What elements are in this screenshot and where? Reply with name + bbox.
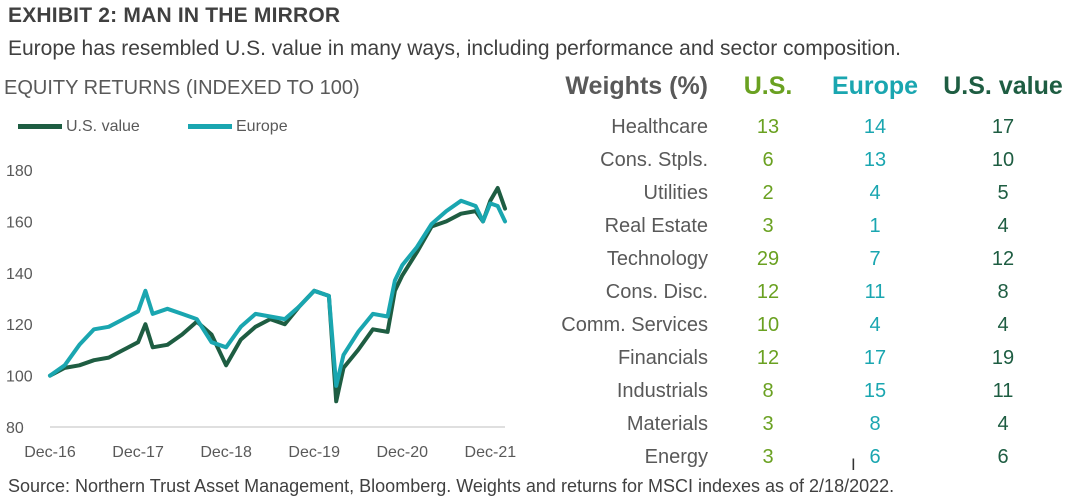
y-tick-label: 140: [6, 266, 33, 283]
us-value-weight: 6: [997, 446, 1009, 468]
line-chart: 80 100 120 140 160 180 Dec-16 Dec-17 Dec-18 Dec-1…: [6, 163, 517, 461]
europe-weight: 14: [863, 116, 887, 138]
sector-name: Cons. Stpls.: [600, 149, 708, 171]
table-row: Comm. Services 10 4 4: [540, 314, 1080, 346]
legend-swatch-europe: [188, 124, 232, 130]
us-value-weight: 12: [991, 248, 1015, 270]
weights-header: Weights (%): [565, 72, 708, 100]
exhibit-title: EXHIBIT 2: MAN IN THE MIRROR: [8, 4, 341, 27]
table-row: Cons. Disc. 12 11 8: [540, 281, 1080, 313]
europe-weight: 8: [869, 413, 881, 435]
sector-name: Industrials: [616, 380, 708, 402]
us-weight: 6: [762, 149, 774, 171]
y-tick-label: 180: [6, 163, 33, 180]
x-tick-label: Dec-17: [112, 444, 164, 461]
legend-swatch-us-value: [18, 124, 62, 130]
column-header-us: U.S.: [743, 72, 793, 100]
europe-weight: 6: [869, 446, 881, 468]
legend-item-us-value: U.S. value: [18, 118, 140, 136]
europe-weight: 7: [869, 248, 881, 270]
table-row: Materials 3 8 4: [540, 413, 1080, 445]
us-weight: 12: [756, 347, 780, 369]
table-row: Technology 29 7 12: [540, 248, 1080, 280]
us-weight: 2: [762, 182, 774, 204]
text-cursor-icon: I: [851, 455, 856, 474]
x-tick-label: Dec-18: [200, 444, 252, 461]
column-header-europe: Europe: [831, 72, 919, 100]
us-value-weight: 10: [991, 149, 1015, 171]
legend-item-europe: Europe: [188, 118, 288, 136]
us-value-weight: 11: [992, 380, 1014, 402]
sector-name: Energy: [644, 446, 708, 468]
y-tick-label: 120: [6, 317, 33, 334]
us-weight: 8: [762, 380, 774, 402]
table-row: Cons. Stpls. 6 13 10: [540, 149, 1080, 181]
sector-name: Materials: [626, 413, 708, 435]
weights-table: Weights (%) U.S. Europe U.S. value Healt…: [540, 72, 1080, 472]
us-value-weight: 8: [997, 281, 1009, 303]
legend-label-us-value: U.S. value: [66, 118, 140, 135]
source-note: Source: Northern Trust Asset Management,…: [8, 476, 895, 496]
sector-name: Real Estate: [604, 215, 708, 237]
europe-weight: 1: [869, 215, 881, 237]
sector-name: Healthcare: [611, 116, 708, 138]
europe-weight: 4: [869, 182, 881, 204]
us-weight: 3: [762, 413, 774, 435]
legend-label-europe: Europe: [236, 118, 288, 135]
us-value-weight: 19: [991, 347, 1015, 369]
y-tick-label: 160: [6, 214, 33, 231]
y-tick-label: 100: [6, 369, 33, 386]
europe-weight: 17: [863, 347, 887, 369]
x-tick-label: Dec-16: [24, 444, 76, 461]
x-tick-label: Dec-21: [465, 444, 517, 461]
x-tick-label: Dec-20: [376, 444, 428, 461]
table-row: Financials 12 17 19: [540, 347, 1080, 379]
table-row: Industrials 8 15 11: [540, 380, 1080, 412]
us-value-weight: 4: [997, 215, 1009, 237]
us-weight: 10: [756, 314, 780, 336]
chart-title: EQUITY RETURNS (INDEXED TO 100): [4, 77, 360, 99]
table-row: Healthcare 13 14 17: [540, 116, 1080, 148]
us-weight: 12: [756, 281, 780, 303]
table-row: Real Estate 3 1 4: [540, 215, 1080, 247]
us-value-weight: 5: [997, 182, 1009, 204]
us-weight: 3: [762, 446, 774, 468]
europe-weight: 4: [869, 314, 881, 336]
us-weight: 13: [756, 116, 780, 138]
sector-name: Cons. Disc.: [605, 281, 708, 303]
y-tick-label: 80: [6, 420, 24, 437]
sector-name: Comm. Services: [561, 314, 708, 336]
europe-weight: 11: [864, 281, 886, 303]
sector-name: Technology: [606, 248, 708, 270]
europe-weight: 15: [863, 380, 887, 402]
europe-weight: 13: [863, 149, 887, 171]
us-value-weight: 4: [997, 413, 1009, 435]
exhibit-subtitle: Europe has resembled U.S. value in many …: [8, 37, 901, 60]
series-line-europe: [48, 198, 507, 388]
sector-name: Utilities: [643, 182, 708, 204]
us-value-weight: 4: [997, 314, 1009, 336]
us-weight: 29: [756, 248, 780, 270]
column-header-us-value: U.S. value: [943, 72, 1063, 100]
sector-name: Financials: [617, 347, 708, 369]
table-row: Energy 3 6 6: [540, 446, 1080, 478]
us-weight: 3: [762, 215, 774, 237]
us-value-weight: 17: [991, 116, 1015, 138]
table-row: Utilities 2 4 5: [540, 182, 1080, 214]
x-tick-label: Dec-19: [288, 444, 340, 461]
